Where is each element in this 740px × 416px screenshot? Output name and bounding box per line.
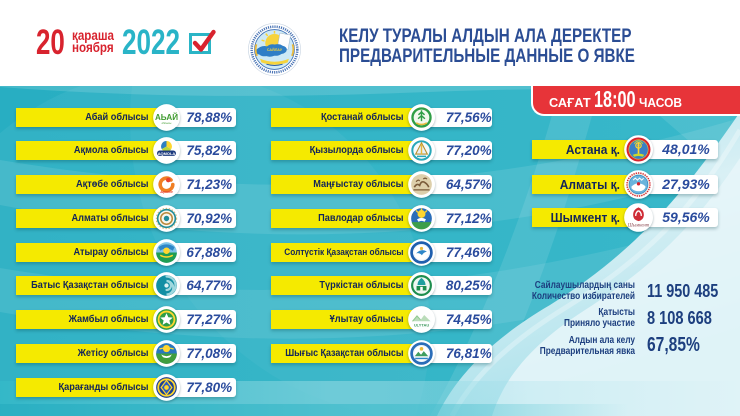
svg-text:AQMOLA: AQMOLA [158,151,176,156]
svg-text:АЬАЙ: АЬАЙ [155,113,178,122]
svg-text:САЙЛАУ: САЙЛАУ [266,48,282,52]
svg-text:ULYTAU: ULYTAU [414,322,430,327]
svg-text:Шымкент: Шымкент [626,224,649,229]
svg-text:Ақтөбе: Ақтөбе [159,190,173,194]
svg-text:облысы: облысы [162,120,172,124]
